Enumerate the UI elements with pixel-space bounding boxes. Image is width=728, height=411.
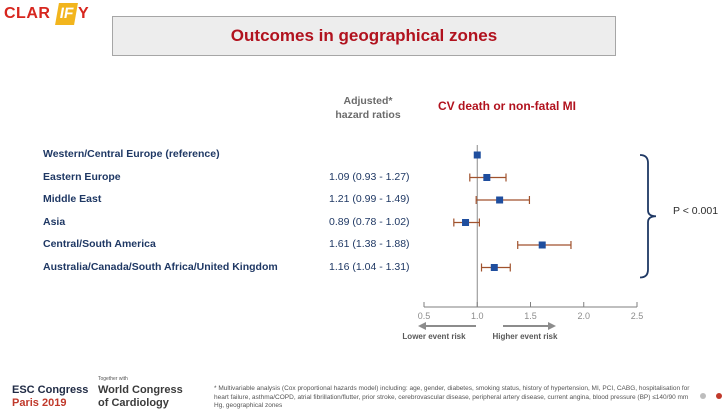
x-tick-label: 0.5: [418, 311, 431, 321]
row-label: Asia: [43, 215, 66, 228]
higher-risk-label: Higher event risk: [493, 332, 558, 341]
hr-marker: [538, 241, 546, 249]
together-with-label: Together with: [98, 376, 128, 382]
title-banner: Outcomes in geographical zones: [112, 16, 616, 56]
x-tick-label: 1.5: [524, 311, 537, 321]
logo-text-post: Y: [78, 5, 89, 22]
footnote: * Multivariable analysis (Cox proportion…: [214, 385, 690, 409]
row-hazard-ratio: 1.21 (0.99 - 1.49): [329, 193, 410, 205]
row-hazard-ratio: 1.61 (1.38 - 1.88): [329, 238, 410, 250]
hr-marker: [483, 174, 491, 181]
hr-marker: [490, 264, 498, 271]
row-label: Western/Central Europe (reference): [43, 148, 220, 160]
slide-title: Outcomes in geographical zones: [230, 26, 498, 45]
column-header-line: Adjusted*: [343, 95, 393, 107]
logo-text-pre: CLAR: [4, 5, 51, 22]
row-hazard-ratio: 1.09 (0.93 - 1.27): [329, 170, 410, 183]
lower-risk-label: Lower event risk: [402, 332, 466, 341]
hr-marker: [473, 151, 481, 159]
clarify-logo: CLAR IF Y: [4, 3, 90, 25]
higher-risk-arrowhead: [548, 322, 556, 330]
world-congress-line1: World Congress: [98, 384, 183, 396]
row-hazard-ratio: 1.16 (1.04 - 1.31): [329, 260, 410, 273]
column-header-line: hazard ratios: [335, 109, 401, 121]
lower-risk-arrowhead: [418, 322, 426, 330]
congress-logo: ESC Congress Paris 2019 Together with Wo…: [12, 376, 212, 410]
endpoint-label: CV death or non-fatal MI: [438, 99, 576, 113]
p-value: P < 0.001: [673, 205, 719, 217]
slide-dot-red: [716, 393, 722, 399]
slide-dot-gray: [700, 393, 706, 399]
row-label: Eastern Europe: [43, 170, 121, 183]
x-tick-label: 2.5: [631, 311, 644, 321]
x-tick-label: 1.0: [471, 311, 484, 321]
row-label: Australia/Canada/South Africa/United Kin…: [43, 260, 278, 273]
row-label: Middle East: [43, 193, 102, 205]
row-hazard-ratio: 0.89 (0.78 - 1.02): [329, 215, 410, 228]
row-label: Central/South America: [43, 238, 156, 250]
x-tick-label: 2.0: [577, 311, 590, 321]
hr-marker: [462, 219, 470, 226]
p-value-bracket: [639, 154, 657, 279]
column-header-hazard-ratios: Adjusted* hazard ratios: [318, 94, 418, 122]
esc-congress-line2: Paris 2019: [12, 397, 67, 409]
hr-marker: [496, 196, 504, 204]
esc-congress-line1: ESC Congress: [12, 384, 89, 396]
world-congress-line2: of Cardiology: [98, 397, 169, 409]
